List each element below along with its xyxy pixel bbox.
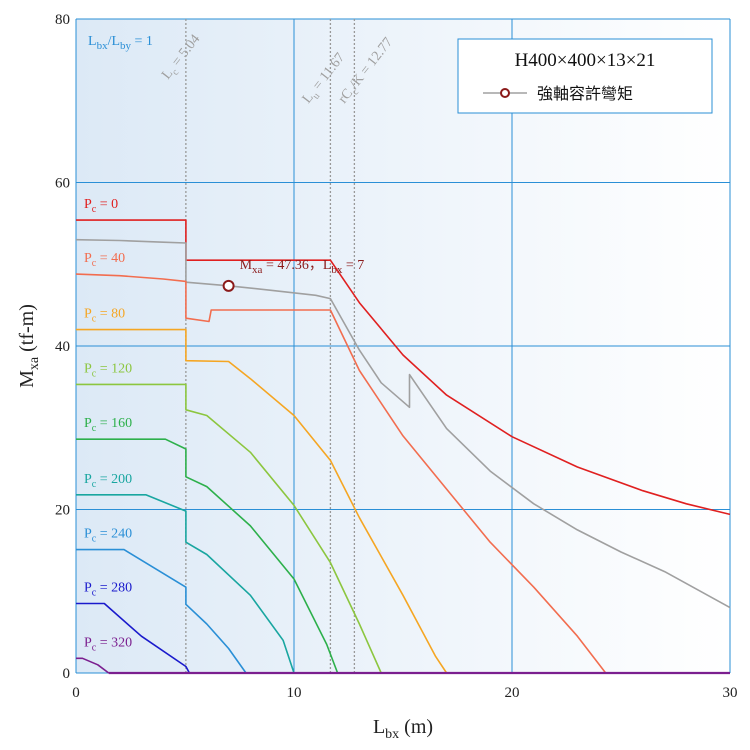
series-line (76, 383, 382, 674)
series-labels: Pc = 0 Pc = 40 Pc = 80 Pc = 120 Pc = 160 Pc =… (84, 197, 132, 653)
marker-group: Mxa = 47.36，Lbx = 7 (222, 258, 365, 292)
y-tick-label: 60 (55, 176, 70, 192)
marker-point (222, 279, 235, 292)
x-tick-label: 10 (287, 685, 302, 701)
x-tick-label: 20 (505, 685, 520, 701)
legend-entry: 強軸容許彎矩 (537, 84, 633, 103)
series-line (75, 273, 607, 674)
series-line (76, 548, 247, 674)
series-label: Pc = 280 (84, 581, 132, 599)
y-tick-label: 40 (55, 339, 70, 355)
x-axis-title: Lbx (m) (373, 716, 433, 742)
series-label: Pc = 80 (84, 307, 125, 325)
series-label: Pc = 200 (84, 472, 132, 490)
legend: H400×400×13×21 強軸容許彎矩 (457, 38, 713, 114)
series-label: Pc = 40 (84, 251, 125, 269)
series-line (76, 328, 448, 674)
series-label: Pc = 240 (84, 527, 132, 545)
y-tick-label: 0 (63, 666, 71, 682)
tick-labels: 0 10 20 30 0 20 40 60 80 (55, 12, 738, 701)
series-line (76, 602, 191, 674)
series-line (75, 238, 731, 609)
y-tick-label: 80 (55, 12, 70, 28)
x-tick-label: 30 (723, 685, 738, 701)
legend-box (457, 38, 713, 114)
grid (75, 18, 731, 674)
ratio-label: Lbx/Lby = 1 (88, 34, 153, 52)
series-label: Pc = 120 (84, 361, 132, 379)
series-line (76, 657, 110, 674)
series-label: Pc = 0 (84, 197, 118, 215)
series-group (75, 219, 731, 674)
legend-marker-sample (500, 88, 510, 98)
x-tick-label: 0 (72, 685, 80, 701)
y-tick-label: 20 (55, 503, 70, 519)
series-line (76, 494, 295, 674)
series-label: Pc = 320 (84, 635, 132, 653)
marker-label: Mxa = 47.36，Lbx = 7 (240, 258, 365, 276)
y-axis-title: Mxa (tf-m) (16, 304, 42, 388)
series-line (76, 438, 339, 674)
legend-title: H400×400×13×21 (515, 50, 656, 71)
series-label: Pc = 160 (84, 416, 132, 434)
